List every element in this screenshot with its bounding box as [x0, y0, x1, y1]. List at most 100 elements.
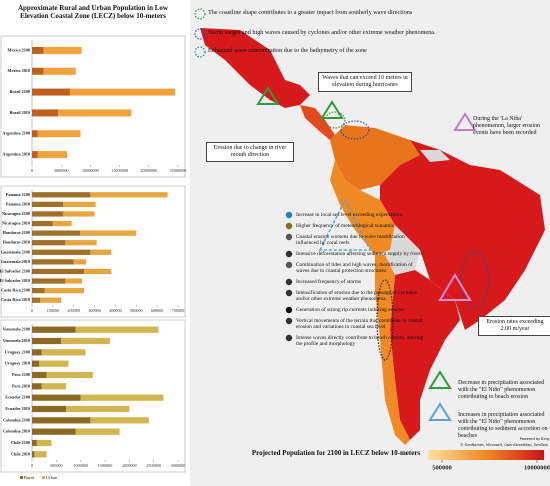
x-tick-label: 700000: [172, 308, 185, 313]
bar-segment: [32, 67, 44, 75]
chile: [375, 255, 410, 445]
zone-rings: [194, 8, 490, 361]
credit: Powered by Bing: [519, 437, 549, 441]
x-tick-label: 500000: [50, 463, 63, 468]
legend-swatch: [42, 476, 45, 479]
bar-segment: [63, 201, 96, 208]
y-tick-label: Chile 2010: [11, 451, 30, 456]
callout: Waves that can exceed 10 meters in eleva…: [318, 72, 412, 92]
symbol-icon: [285, 306, 293, 314]
x-tick-label: 5000000: [54, 168, 69, 173]
x-tick-label: 200000: [67, 308, 80, 313]
x-tick-label: 3000000: [171, 463, 186, 468]
x-tick-label: 600000: [151, 308, 164, 313]
callout: Increases in precipitation associated wi…: [458, 412, 548, 439]
bar-segment: [32, 230, 80, 236]
bar-segment: [32, 297, 41, 303]
bar-segment: [41, 349, 86, 356]
central-america: [300, 105, 335, 140]
colombia-venezuela: [330, 125, 420, 190]
scale-title: Projected Population for 2100 in LECZ be…: [251, 449, 421, 457]
y-tick-label: Ecuador 2010: [5, 406, 30, 411]
bar-segment: [40, 297, 62, 303]
hazard-icon: [318, 198, 372, 251]
symbol-label: Generation of strong rip currents induci…: [296, 307, 405, 313]
bar-segment: [36, 439, 52, 447]
y-tick-label: Nicaragua 2010: [2, 221, 30, 226]
bar-segment: [32, 88, 70, 96]
x-tick-label: 2000000: [122, 463, 137, 468]
x-tick-label: 300000: [88, 308, 101, 313]
bar-segment: [52, 220, 72, 227]
bar-segment: [37, 151, 68, 159]
hazard-icon: [256, 86, 280, 105]
symbol-icon: [285, 334, 293, 342]
land: [200, 28, 545, 445]
bar-segment: [34, 451, 47, 458]
symbol-label: Intense waves directly contribute to bea…: [296, 335, 424, 348]
bar-segment: [39, 360, 69, 367]
peru-ecuador: [330, 160, 395, 255]
symbol-icon: [285, 261, 293, 269]
bar-segment: [32, 428, 76, 435]
symbol-label: Increased frequency of storms: [296, 279, 362, 285]
symbol-icon: [285, 278, 293, 286]
bar-segment: [32, 259, 74, 265]
bar-segment: [80, 394, 164, 401]
bar-segment: [32, 268, 85, 275]
zone-ring: [324, 111, 346, 129]
y-tick-label: Uruguay 2100: [5, 349, 30, 354]
bar-segment: [32, 109, 59, 117]
y-tick-label: Honduras 2010: [3, 240, 30, 245]
bar-segment: [44, 287, 85, 294]
x-tick-label: 25000000: [170, 168, 187, 173]
guianas: [420, 150, 450, 162]
symbol-label: Combination of tides and high waves; mod…: [296, 262, 413, 275]
y-tick-label: El Salvador 2010: [0, 278, 30, 283]
symbol-icon: [285, 222, 293, 230]
bar-segment: [90, 192, 168, 198]
bar-segment: [75, 326, 159, 333]
symbol-icon: [285, 317, 293, 325]
zone-label: Storm surges and high waves caused by cy…: [208, 29, 436, 36]
bar-segment: [32, 349, 42, 356]
zone-ring: [340, 120, 370, 140]
bar-segment: [32, 451, 35, 458]
x-tick-label: 15000000: [111, 168, 128, 173]
symbol-icon: [285, 233, 293, 241]
zone-ring: [460, 251, 490, 309]
x-tick-label: 0: [31, 168, 33, 173]
x-tick-label: 500000: [130, 308, 143, 313]
bar-segment: [32, 240, 66, 246]
chart-frame: [0, 185, 186, 318]
y-tick-label: Guatemala 2100: [1, 249, 30, 254]
bar-segment: [32, 439, 37, 447]
symbol-label: Vertical movements of the terrain that c…: [296, 318, 423, 331]
callout: Decrease in precipitation associated wit…: [458, 380, 545, 400]
symbol-label: Higher frequency of meteorological tsuna…: [296, 223, 394, 229]
bar-segment: [46, 371, 93, 379]
zone-icon: [194, 8, 206, 20]
y-tick-label: Panama 2010: [6, 201, 30, 206]
bar-segment: [32, 201, 64, 208]
scale-label: 10000000: [524, 464, 550, 471]
x-tick-label: 2500000: [146, 463, 161, 468]
legend-icon: [428, 402, 452, 421]
bar-segment: [65, 278, 83, 284]
symbol-label: Increase in local sea level exceeding ex…: [296, 212, 403, 218]
chart-frame: [0, 35, 186, 178]
hazard-icon: [438, 273, 472, 301]
zone-icon: [194, 46, 206, 58]
legend-label: Rural: [24, 475, 35, 480]
x-tick-label: 400000: [109, 308, 122, 313]
hazard-icon: [320, 100, 344, 119]
bar-segment: [32, 211, 64, 217]
legend-swatch: [20, 476, 23, 479]
bar-segment: [90, 417, 149, 424]
chart-frame: [0, 319, 186, 473]
zone-label: Enhanced wave concentration due to the b…: [208, 47, 367, 54]
y-tick-label: Argentina 2010: [2, 152, 30, 157]
bar-segment: [32, 249, 91, 255]
y-tick-label: Brazil 2100: [10, 89, 30, 94]
